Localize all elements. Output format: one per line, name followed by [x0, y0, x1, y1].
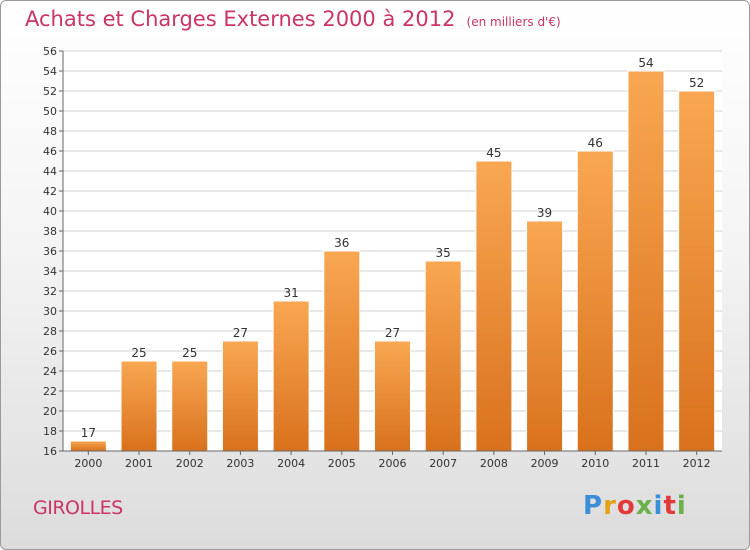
bar-2012: [678, 90, 716, 452]
y-tick-label: 46: [43, 145, 57, 158]
y-tick-label: 16: [43, 445, 57, 458]
x-tick-label: 2003: [226, 457, 254, 470]
chart-title: Achats et Charges Externes 2000 à 2012: [25, 7, 456, 31]
data-label-2000: 17: [81, 426, 96, 440]
data-label-2002: 25: [182, 346, 197, 360]
bar-2001: [120, 360, 158, 452]
y-tick-label: 32: [43, 285, 57, 298]
bar-2005: [323, 250, 361, 452]
x-tick-label: 2005: [328, 457, 356, 470]
x-tick-label: 2010: [581, 457, 609, 470]
y-tick-label: 54: [43, 65, 57, 78]
y-tick-label: 52: [43, 85, 57, 98]
y-tick-label: 22: [43, 385, 57, 398]
chart-plot: 17 25 25 27 31 36 27 35 45 39 46 54 52 16 18 20 22 24 26 2…: [43, 45, 722, 470]
data-label-2008: 45: [486, 146, 501, 160]
commune-name: GIROLLES: [33, 497, 123, 519]
y-tick-label: 40: [43, 205, 57, 218]
bar-2007: [424, 260, 462, 452]
y-tick-label: 44: [43, 165, 57, 178]
y-tick-label: 24: [43, 365, 57, 378]
x-tick-label: 2011: [632, 457, 660, 470]
bar-layer: 17 25 25 27 31 36 27 35 45 39 46 54 52: [69, 56, 716, 452]
bar-2002: [171, 360, 209, 452]
data-label-2007: 35: [436, 246, 451, 260]
data-label-2012: 52: [689, 76, 704, 90]
bar-2006: [374, 340, 411, 452]
data-label-2003: 27: [233, 326, 248, 340]
title-row: Achats et Charges Externes 2000 à 2012 (…: [25, 7, 561, 31]
data-label-2010: 46: [588, 136, 603, 150]
y-tick-label: 30: [43, 305, 57, 318]
chart-unit: (en milliers d'€): [466, 15, 561, 29]
axis-layer: 16 18 20 22 24 26 28 30 32 34 36 38 40 42 44 46 48 50 52 54…: [43, 45, 722, 470]
x-tick-label: 2004: [277, 457, 305, 470]
y-tick-label: 26: [43, 345, 57, 358]
y-tick-label: 42: [43, 185, 57, 198]
data-label-2009: 39: [537, 206, 552, 220]
bar-2010: [576, 150, 614, 452]
y-tick-label: 20: [43, 405, 57, 418]
x-tick-label: 2009: [531, 457, 559, 470]
data-label-2011: 54: [638, 56, 653, 70]
bar-2000: [69, 440, 107, 452]
data-label-2001: 25: [131, 346, 146, 360]
x-tick-label: 2008: [480, 457, 508, 470]
y-tick-label: 50: [43, 105, 57, 118]
y-tick-label: 38: [43, 225, 57, 238]
y-tick-label: 48: [43, 125, 57, 138]
proxiti-logo[interactable]: Proxiti: [583, 491, 687, 521]
bar-2004: [272, 300, 310, 452]
y-tick-label: 56: [43, 45, 57, 58]
data-label-2005: 36: [334, 236, 349, 250]
x-tick-label: 2012: [683, 457, 711, 470]
x-tick-label: 2006: [379, 457, 407, 470]
data-label-2006: 27: [385, 326, 400, 340]
y-tick-label: 34: [43, 265, 57, 278]
x-tick-label: 2001: [125, 457, 153, 470]
bar-2008: [475, 160, 513, 452]
y-tick-label: 18: [43, 425, 57, 438]
bar-2009: [526, 220, 564, 452]
bar-2011: [627, 70, 665, 452]
bar-2003: [221, 340, 259, 452]
x-tick-label: 2000: [74, 457, 102, 470]
y-tick-label: 28: [43, 325, 57, 338]
x-tick-label: 2002: [176, 457, 204, 470]
y-tick-label: 36: [43, 245, 57, 258]
data-label-2004: 31: [283, 286, 298, 300]
x-tick-label: 2007: [429, 457, 457, 470]
